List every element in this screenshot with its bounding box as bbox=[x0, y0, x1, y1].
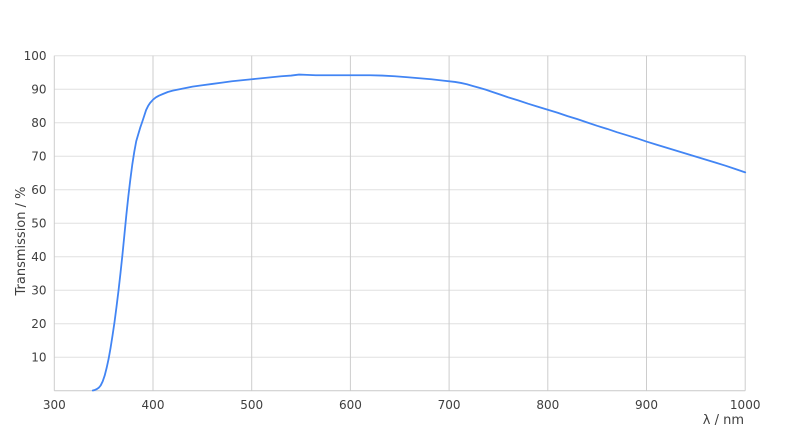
x-tick-label: 400 bbox=[142, 398, 165, 412]
y-tick-label: 50 bbox=[31, 217, 46, 231]
x-tick-label: 300 bbox=[43, 398, 66, 412]
x-tick-label: 1000 bbox=[730, 398, 761, 412]
x-tick-label: 700 bbox=[438, 398, 461, 412]
y-tick-label: 100 bbox=[24, 49, 47, 63]
y-tick-label: 90 bbox=[31, 83, 46, 97]
x-tick-label: 800 bbox=[536, 398, 559, 412]
y-tick-label: 10 bbox=[31, 351, 46, 365]
x-axis-title: λ / nm bbox=[703, 413, 744, 428]
y-tick-label: 70 bbox=[31, 150, 46, 164]
y-tick-label: 30 bbox=[31, 284, 46, 298]
x-tick-label: 900 bbox=[635, 398, 658, 412]
x-tick-label: 500 bbox=[240, 398, 263, 412]
transmission-curve bbox=[91, 73, 747, 392]
y-tick-label: 60 bbox=[31, 183, 46, 197]
y-axis-title: Transmission / % bbox=[14, 187, 29, 297]
tick-labels: 10 20 30 40 50 60 70 80 90 100 300 400 500 600 700 800 9… bbox=[24, 49, 761, 412]
horizontal-gridlines bbox=[54, 55, 746, 358]
y-tick-label: 20 bbox=[31, 317, 46, 331]
vertical-gridlines bbox=[53, 55, 746, 391]
x-tick-label: 600 bbox=[339, 398, 362, 412]
series-group bbox=[91, 73, 747, 392]
y-tick-label: 40 bbox=[31, 250, 46, 264]
y-tick-label: 80 bbox=[31, 116, 46, 130]
